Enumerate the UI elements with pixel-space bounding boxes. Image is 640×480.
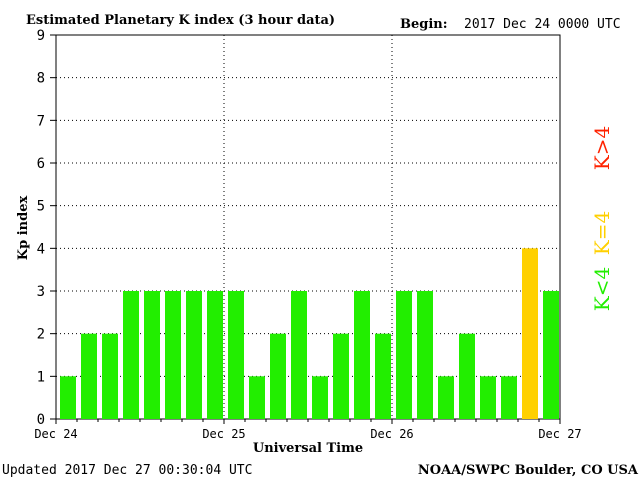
y-tick-label: 4 bbox=[37, 241, 45, 257]
y-tick-label: 0 bbox=[37, 412, 45, 428]
x-tick-label: Dec 25 bbox=[202, 427, 245, 441]
kp-bar bbox=[312, 376, 328, 419]
x-tick-label: Dec 24 bbox=[34, 427, 77, 441]
legend-item: K<4 bbox=[590, 267, 614, 311]
y-tick-label: 1 bbox=[37, 369, 45, 385]
x-axis-title: Universal Time bbox=[253, 441, 363, 456]
y-axis-title: Kp index bbox=[16, 196, 31, 261]
kp-bar bbox=[249, 376, 265, 419]
kp-bar bbox=[207, 291, 223, 419]
x-tick-label: Dec 27 bbox=[538, 427, 581, 441]
y-tick-label: 7 bbox=[37, 113, 45, 129]
kp-bar bbox=[522, 248, 538, 419]
y-tick-label: 3 bbox=[37, 284, 45, 300]
kp-bar bbox=[438, 376, 454, 419]
kp-bar bbox=[186, 291, 202, 419]
kp-bar bbox=[501, 376, 517, 419]
footer-updated: Updated 2017 Dec 27 00:30:04 UTC bbox=[2, 463, 252, 478]
kp-bar bbox=[543, 291, 559, 419]
y-tick-label: 6 bbox=[37, 156, 45, 172]
kp-bar bbox=[354, 291, 370, 419]
legend: K<4 K=4 K>4 bbox=[590, 126, 614, 311]
kp-bar bbox=[81, 333, 97, 419]
kp-bar bbox=[375, 333, 391, 419]
kp-bar bbox=[165, 291, 181, 419]
plot-area: 0 1 2 3 4 5 6 7 8 9 Dec 24 Dec 25 Dec 26 Dec 27 bbox=[34, 28, 581, 441]
y-tick-label: 2 bbox=[37, 327, 45, 343]
kp-bar bbox=[291, 291, 307, 419]
y-tick-label: 5 bbox=[37, 199, 45, 215]
y-tick-label: 8 bbox=[37, 71, 45, 87]
kp-bar bbox=[333, 333, 349, 419]
legend-item: K=4 bbox=[590, 211, 614, 255]
kp-bar bbox=[102, 333, 118, 419]
begin-label: Begin: bbox=[400, 17, 448, 32]
kp-bar bbox=[480, 376, 496, 419]
kp-bar bbox=[396, 291, 412, 419]
chart-title: Estimated Planetary K index (3 hour data… bbox=[26, 13, 335, 28]
kp-bar bbox=[270, 333, 286, 419]
x-tick-label: Dec 26 bbox=[370, 427, 413, 441]
footer-source: NOAA/SWPC Boulder, CO USA bbox=[418, 463, 639, 478]
kp-bar bbox=[228, 291, 244, 419]
y-tick-label: 9 bbox=[37, 28, 45, 44]
kp-bar bbox=[123, 291, 139, 419]
legend-item: K>4 bbox=[590, 126, 614, 170]
kp-bar bbox=[417, 291, 433, 419]
kp-bar bbox=[144, 291, 160, 419]
kp-bar bbox=[459, 333, 475, 419]
kp-bar bbox=[60, 376, 76, 419]
begin-value: 2017 Dec 24 0000 UTC bbox=[464, 17, 621, 32]
